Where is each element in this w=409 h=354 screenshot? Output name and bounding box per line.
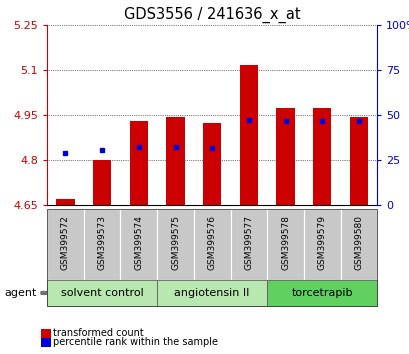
Text: torcetrapib: torcetrapib [291, 288, 352, 298]
Bar [349, 116, 367, 205]
Bar [239, 65, 257, 205]
Bar [93, 160, 111, 205]
Bar [129, 121, 148, 205]
Bar [202, 122, 221, 205]
Text: transformed count: transformed count [53, 329, 144, 338]
Text: GSM399575: GSM399575 [171, 215, 180, 270]
Text: GSM399578: GSM399578 [280, 215, 289, 270]
Text: percentile rank within the sample: percentile rank within the sample [53, 337, 218, 347]
Text: GSM399580: GSM399580 [353, 215, 362, 270]
Bar [312, 108, 330, 205]
Text: GSM399576: GSM399576 [207, 215, 216, 270]
Bar [56, 199, 74, 205]
Text: GSM399572: GSM399572 [61, 215, 70, 270]
Text: GSM399573: GSM399573 [97, 215, 106, 270]
Text: GSM399574: GSM399574 [134, 215, 143, 270]
Text: agent: agent [4, 288, 36, 298]
Bar [276, 108, 294, 205]
Text: GSM399579: GSM399579 [317, 215, 326, 270]
Text: solvent control: solvent control [61, 288, 143, 298]
Title: GDS3556 / 241636_x_at: GDS3556 / 241636_x_at [124, 7, 300, 23]
Text: angiotensin II: angiotensin II [174, 288, 249, 298]
Text: GSM399577: GSM399577 [244, 215, 253, 270]
Bar [166, 116, 184, 205]
